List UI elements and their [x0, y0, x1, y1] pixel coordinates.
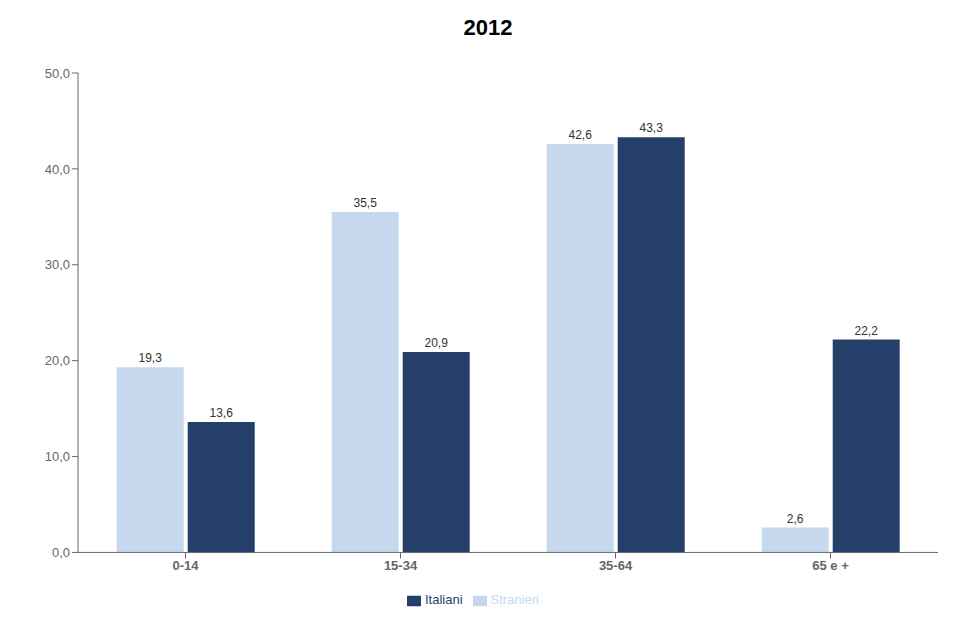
svg-text:22,2: 22,2	[855, 324, 879, 338]
html-text:2012: 2012	[463, 15, 513, 40]
svg-text:15-34: 15-34	[384, 558, 418, 573]
svg-text:10,0: 10,0	[45, 449, 70, 464]
svg-text:19,3: 19,3	[139, 351, 163, 365]
svg-text:35-64: 35-64	[599, 558, 633, 573]
svg-text:35,5: 35,5	[354, 196, 378, 210]
svg-text:20,9: 20,9	[425, 336, 449, 350]
svg-text:0,0: 0,0	[52, 545, 70, 560]
svg-text:50,0: 50,0	[45, 66, 70, 81]
svg-text:2,6: 2,6	[787, 512, 804, 526]
html-text:Italiani: Italiani	[425, 592, 463, 608]
html-text:Stranieri: Stranieri	[490, 592, 539, 608]
svg-text:20,0: 20,0	[45, 353, 70, 368]
svg-text:40,0: 40,0	[45, 162, 70, 177]
svg-text:42,6: 42,6	[569, 128, 593, 142]
svg-text:65 e +: 65 e +	[812, 558, 849, 573]
svg-text:30,0: 30,0	[45, 257, 70, 272]
svg-text:43,3: 43,3	[640, 121, 664, 135]
svg-text:0-14: 0-14	[172, 558, 199, 573]
svg-text:13,6: 13,6	[210, 406, 234, 420]
